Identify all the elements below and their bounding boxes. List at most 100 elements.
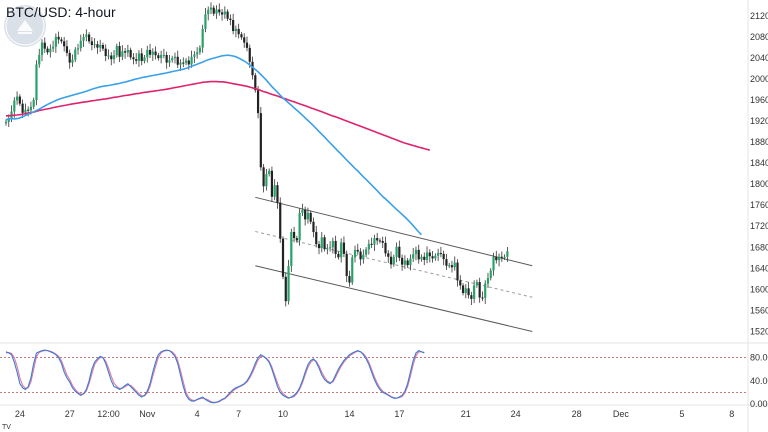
candle-body bbox=[492, 257, 495, 271]
candle-body bbox=[43, 42, 46, 49]
candle-body bbox=[220, 12, 224, 15]
candle-body bbox=[317, 244, 321, 249]
candle-body bbox=[276, 185, 279, 203]
candle-body bbox=[223, 11, 226, 15]
candle-body bbox=[29, 106, 33, 111]
stoch-d-line bbox=[5, 350, 425, 403]
candle-body bbox=[212, 7, 215, 14]
candle-body bbox=[287, 265, 290, 302]
candle-body bbox=[124, 51, 127, 53]
sma200-line bbox=[6, 80, 431, 151]
candle-body bbox=[373, 238, 376, 245]
candle-body bbox=[414, 249, 418, 255]
candle-body bbox=[245, 42, 249, 48]
candle-body bbox=[256, 90, 260, 114]
candle-body bbox=[110, 55, 113, 60]
candle-body bbox=[301, 209, 304, 213]
price-tick-label: 18400.0 bbox=[750, 158, 768, 168]
candle-body bbox=[359, 251, 362, 260]
stoch-k-line bbox=[5, 349, 425, 404]
price-tick-label: 16000.0 bbox=[750, 284, 768, 294]
candle-body bbox=[215, 9, 218, 14]
candle-body bbox=[362, 254, 365, 260]
price-tick-label: 18800.0 bbox=[750, 137, 768, 147]
candle-body bbox=[323, 237, 326, 250]
candle-body bbox=[365, 249, 368, 255]
candle-body bbox=[126, 49, 129, 53]
candle-body bbox=[450, 265, 454, 268]
candle-body bbox=[35, 64, 38, 100]
candle-body bbox=[165, 54, 168, 63]
candle-body bbox=[495, 257, 498, 261]
candle-body bbox=[54, 36, 57, 47]
candle-body bbox=[27, 109, 30, 111]
candle-body bbox=[76, 48, 80, 50]
candle-body bbox=[243, 37, 246, 43]
candle-body bbox=[304, 209, 307, 220]
time-tick-label: 24 bbox=[511, 409, 521, 419]
candle-body bbox=[51, 46, 55, 49]
candle-body bbox=[65, 46, 69, 53]
time-tick-label: 21 bbox=[461, 409, 471, 419]
candle-body bbox=[398, 246, 401, 258]
candle-body bbox=[409, 258, 412, 266]
candle-body bbox=[423, 256, 426, 260]
candle-body bbox=[229, 18, 232, 20]
candle-body bbox=[331, 240, 334, 248]
stoch-tick-label: 80.00 bbox=[750, 353, 768, 363]
candle-body bbox=[445, 259, 448, 266]
time-tick-label: 24 bbox=[15, 409, 25, 419]
candle-body bbox=[135, 59, 138, 61]
candle-body bbox=[265, 174, 268, 187]
candle-body bbox=[232, 19, 235, 32]
candle-body bbox=[79, 40, 82, 49]
candle-body bbox=[193, 54, 196, 57]
candle-body bbox=[21, 103, 24, 113]
candle-body bbox=[481, 297, 484, 299]
channel-lower-line bbox=[255, 265, 533, 332]
candle-body bbox=[500, 256, 503, 258]
candle-body bbox=[328, 247, 332, 249]
time-tick-label: 10 bbox=[278, 409, 288, 419]
candle-body bbox=[207, 9, 210, 15]
time-tick-label: 17 bbox=[394, 409, 404, 419]
candle-body bbox=[226, 11, 229, 19]
candle-body bbox=[387, 253, 390, 257]
price-tick-label: 18000.0 bbox=[750, 179, 768, 189]
candle-body bbox=[403, 260, 406, 265]
time-tick-label: 5 bbox=[679, 409, 684, 419]
candle-body bbox=[24, 109, 27, 113]
time-tick-label: Nov bbox=[139, 409, 156, 419]
candle-body bbox=[146, 49, 149, 58]
candle-body bbox=[85, 34, 88, 38]
candle-body bbox=[71, 59, 74, 63]
channel-upper-line bbox=[255, 196, 533, 267]
candle-body bbox=[93, 44, 96, 46]
candle-body bbox=[179, 62, 182, 65]
candle-body bbox=[270, 170, 274, 197]
time-tick-label: 4 bbox=[195, 409, 200, 419]
candle-body bbox=[132, 57, 135, 60]
logo-badge-icon bbox=[4, 5, 46, 47]
candle-body bbox=[160, 54, 163, 59]
time-tick-label: Dec bbox=[613, 409, 630, 419]
candle-body bbox=[218, 9, 221, 13]
candle-body bbox=[63, 41, 66, 47]
candle-body bbox=[456, 262, 459, 281]
candle-body bbox=[198, 47, 201, 53]
candle-body bbox=[151, 51, 154, 55]
candle-body bbox=[420, 256, 423, 260]
candle-body bbox=[439, 253, 442, 255]
time-tick-label: 8 bbox=[729, 409, 734, 419]
candle-body bbox=[57, 36, 60, 40]
price-tick-label: 16800.0 bbox=[750, 242, 768, 252]
price-tick-label: 19600.0 bbox=[750, 95, 768, 105]
candle-body bbox=[162, 54, 165, 56]
candle-body bbox=[434, 255, 437, 259]
candle-body bbox=[459, 280, 462, 286]
candle-body bbox=[237, 28, 240, 35]
time-tick-label: 14 bbox=[344, 409, 354, 419]
time-tick-label: 28 bbox=[572, 409, 582, 419]
time-tick-label: 27 bbox=[65, 409, 75, 419]
